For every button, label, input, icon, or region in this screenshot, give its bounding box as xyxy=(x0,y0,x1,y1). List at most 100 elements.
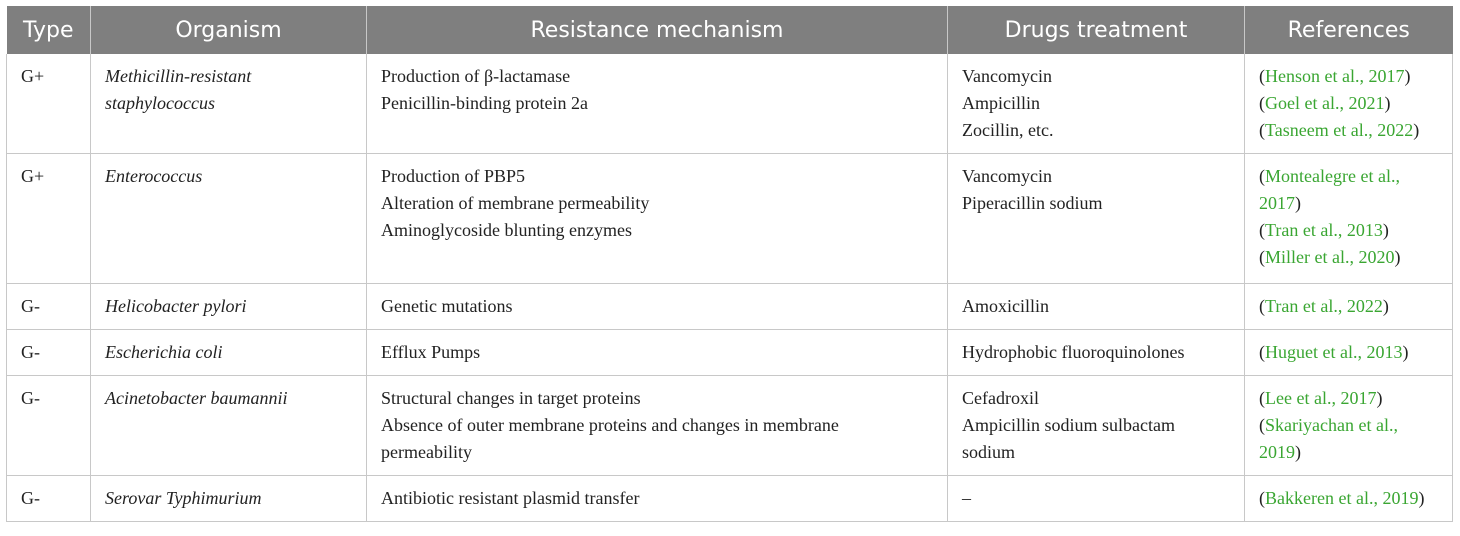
paren-close: ) xyxy=(1295,193,1301,213)
cell-type: G- xyxy=(6,375,91,476)
reference-item[interactable]: (Skariyachan et al., 2019) xyxy=(1259,412,1438,466)
cell-organism: Enterococcus xyxy=(90,153,367,284)
reference-link[interactable]: Skariyachan et al., xyxy=(1265,415,1398,435)
reference-item[interactable]: (Tran et al., 2022) xyxy=(1259,293,1438,320)
mechanism-line: Production of β-lactamase xyxy=(381,66,571,86)
mechanism-line: permeability xyxy=(381,442,472,462)
paren-open: ( xyxy=(1259,388,1265,408)
cell-references: (Henson et al., 2017) (Goel et al., 2021)… xyxy=(1244,54,1453,154)
header-drugs: Drugs treatment xyxy=(947,6,1245,54)
reference-item[interactable]: (Tran et al., 2013) xyxy=(1259,217,1438,244)
cell-mechanism: Structural changes in target proteins Abs… xyxy=(366,375,948,476)
mechanism-line: Production of PBP5 xyxy=(381,166,526,186)
cell-references: (Tran et al., 2022) xyxy=(1244,283,1453,330)
reference-item[interactable]: (Tasneem et al., 2022) xyxy=(1259,117,1438,144)
header-type: Type xyxy=(6,6,91,54)
mechanism-line: Antibiotic resistant plasmid transfer xyxy=(381,488,640,508)
reference-item[interactable]: (Lee et al., 2017) xyxy=(1259,385,1438,412)
organism-line: Enterococcus xyxy=(105,166,203,186)
mechanism-line: Structural changes in target proteins xyxy=(381,388,641,408)
cell-mechanism: Genetic mutations xyxy=(366,283,948,330)
reference-item[interactable]: (Goel et al., 2021) xyxy=(1259,90,1438,117)
reference-link[interactable]: Tran et al., 2013 xyxy=(1265,220,1383,240)
resistance-table: Type Organism Resistance mechanism Drugs… xyxy=(6,6,1453,522)
cell-references: (Lee et al., 2017) (Skariyachan et al., 20… xyxy=(1244,375,1453,476)
paren-open: ( xyxy=(1259,415,1265,435)
reference-link[interactable]: 2017 xyxy=(1259,193,1295,213)
table-row: G- Acinetobacter baumannii Structural chan… xyxy=(6,375,1453,476)
reference-link[interactable]: Tran et al., 2022 xyxy=(1265,296,1383,316)
reference-item[interactable]: (Henson et al., 2017) xyxy=(1259,63,1438,90)
drug-line: Hydrophobic fluoroquinolones xyxy=(962,342,1185,362)
cell-references: (Bakkeren et al., 2019) xyxy=(1244,475,1453,522)
reference-link[interactable]: Montealegre et al., xyxy=(1265,166,1400,186)
paren-close: ) xyxy=(1295,442,1301,462)
cell-mechanism: Production of PBP5 Alteration of membrane… xyxy=(366,153,948,284)
drug-line: Zocillin, etc. xyxy=(962,120,1054,140)
paren-close: ) xyxy=(1418,488,1425,508)
cell-organism: Serovar Typhimurium xyxy=(90,475,367,522)
cell-drugs: Amoxicillin xyxy=(947,283,1245,330)
paren-close: ) xyxy=(1376,388,1383,408)
reference-link[interactable]: Lee et al., 2017 xyxy=(1265,388,1377,408)
paren-open: ( xyxy=(1259,93,1265,113)
reference-item[interactable]: (Montealegre et al., 2017) xyxy=(1259,163,1438,217)
drug-line: Vancomycin xyxy=(962,166,1052,186)
paren-open: ( xyxy=(1259,120,1265,140)
reference-link[interactable]: Huguet et al., 2013 xyxy=(1265,342,1403,362)
mechanism-line: Alteration of membrane permeability xyxy=(381,193,650,213)
cell-drugs: Hydrophobic fluoroquinolones xyxy=(947,329,1245,376)
cell-type: G+ xyxy=(6,54,91,154)
reference-link[interactable]: Tasneem et al., 2022 xyxy=(1265,120,1414,140)
organism-line: Helicobacter pylori xyxy=(105,296,247,316)
reference-item[interactable]: (Miller et al., 2020) xyxy=(1259,244,1438,271)
table-row: G+ Methicillin-resistant staphylococcus Pro… xyxy=(6,54,1453,154)
cell-mechanism: Antibiotic resistant plasmid transfer xyxy=(366,475,948,522)
reference-link[interactable]: 2019 xyxy=(1259,442,1295,462)
paren-open: ( xyxy=(1259,166,1265,186)
paren-open: ( xyxy=(1259,247,1265,267)
table-row: G- Serovar Typhimurium Antibiotic resistan… xyxy=(6,475,1453,522)
cell-drugs: – xyxy=(947,475,1245,522)
paren-open: ( xyxy=(1259,342,1265,362)
drug-line: Ampicillin sodium sulbactam xyxy=(962,415,1175,435)
mechanism-line: Efflux Pumps xyxy=(381,342,481,362)
cell-type: G- xyxy=(6,283,91,330)
header-mechanism: Resistance mechanism xyxy=(366,6,948,54)
cell-type: G- xyxy=(6,329,91,376)
cell-references: (Montealegre et al., 2017) (Tran et al., 2… xyxy=(1244,153,1453,284)
paren-close: ) xyxy=(1404,66,1411,86)
mechanism-line: Penicillin-binding protein 2a xyxy=(381,93,588,113)
cell-type: G+ xyxy=(6,153,91,284)
reference-link[interactable]: Miller et al., 2020 xyxy=(1265,247,1395,267)
drug-line: Piperacillin sodium xyxy=(962,193,1103,213)
paren-close: ) xyxy=(1384,93,1391,113)
cell-organism: Methicillin-resistant staphylococcus xyxy=(90,54,367,154)
reference-link[interactable]: Bakkeren et al., 2019 xyxy=(1265,488,1419,508)
reference-item[interactable]: (Huguet et al., 2013) xyxy=(1259,339,1438,366)
reference-link[interactable]: Goel et al., 2021 xyxy=(1265,93,1385,113)
reference-link[interactable]: Henson et al., 2017 xyxy=(1265,66,1405,86)
paren-close: ) xyxy=(1413,120,1420,140)
header-references: References xyxy=(1244,6,1453,54)
paren-open: ( xyxy=(1259,66,1265,86)
drug-line: sodium xyxy=(962,442,1016,462)
cell-mechanism: Efflux Pumps xyxy=(366,329,948,376)
cell-references: (Huguet et al., 2013) xyxy=(1244,329,1453,376)
table-row: G- Escherichia coli Efflux Pumps Hydrophobi… xyxy=(6,329,1453,376)
drug-line: Vancomycin xyxy=(962,66,1052,86)
cell-organism: Escherichia coli xyxy=(90,329,367,376)
header-row: Type Organism Resistance mechanism Drugs… xyxy=(6,6,1453,54)
table-row: G- Helicobacter pylori Genetic mutations Am… xyxy=(6,283,1453,330)
drug-line: Ampicillin xyxy=(962,93,1040,113)
reference-item[interactable]: (Bakkeren et al., 2019) xyxy=(1259,485,1438,512)
cell-drugs: Vancomycin Ampicillin Zocillin, etc. xyxy=(947,54,1245,154)
paren-close: ) xyxy=(1402,342,1409,362)
mechanism-line: Absence of outer membrane proteins and c… xyxy=(381,415,839,435)
organism-line: staphylococcus xyxy=(105,93,215,113)
table-row: G+ Enterococcus Production of PBP5 Alterati… xyxy=(6,153,1453,284)
organism-line: Escherichia coli xyxy=(105,342,223,362)
organism-line: Serovar Typhimurium xyxy=(105,488,262,508)
paren-open: ( xyxy=(1259,220,1265,240)
